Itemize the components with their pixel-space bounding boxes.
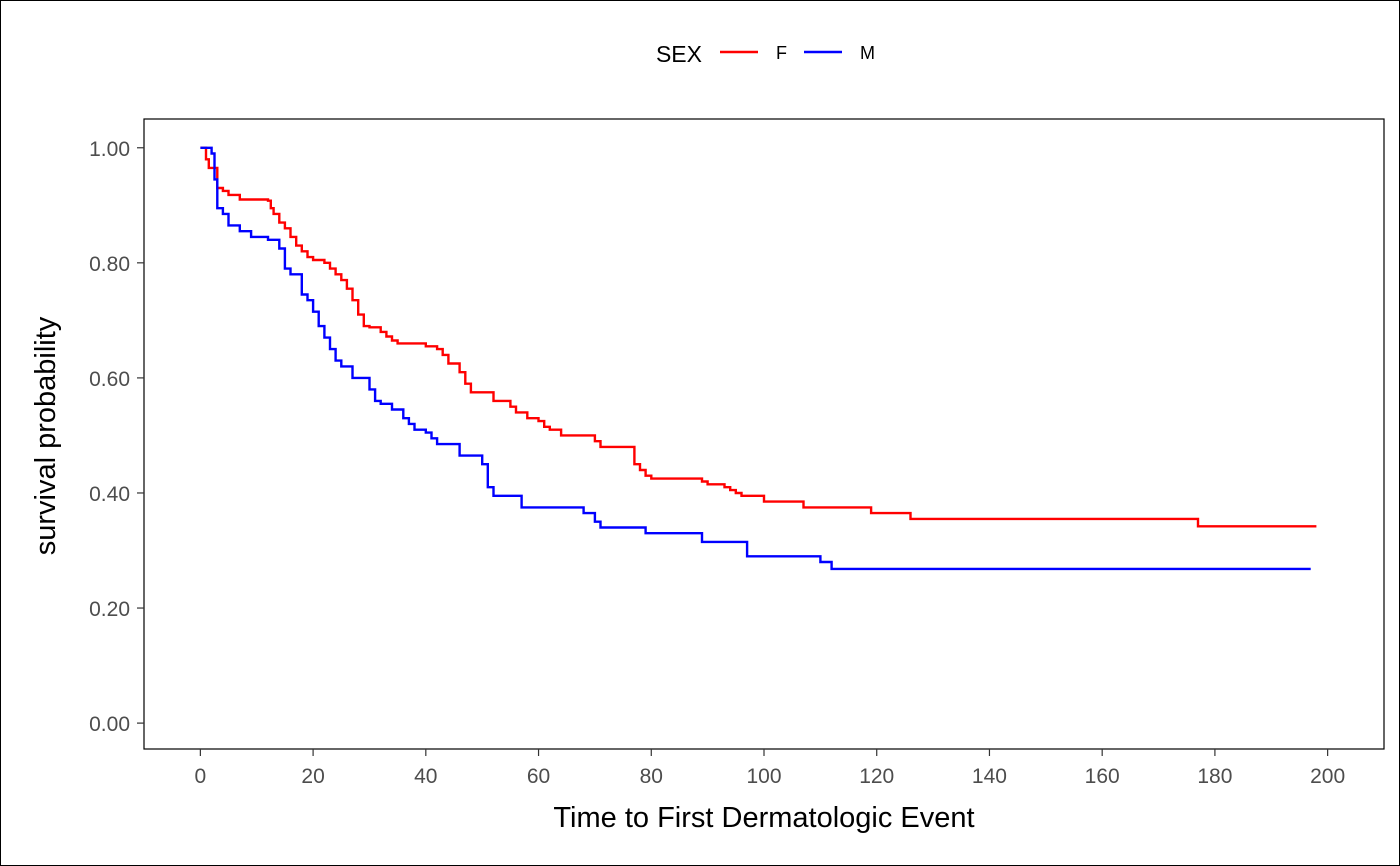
x-tick-label: 40 bbox=[414, 765, 437, 788]
legend-label: M bbox=[860, 43, 875, 63]
plot-panel bbox=[143, 118, 1385, 750]
x-axis: 0 20 40 60 80 100 120 140 160 180 200 bbox=[195, 749, 1345, 788]
y-axis: 0.00 0.20 0.40 0.60 0.80 1.00 bbox=[89, 138, 144, 736]
y-tick-label: 0.80 bbox=[89, 253, 130, 276]
legend: SEX F M bbox=[656, 41, 875, 67]
x-tick-label: 160 bbox=[1085, 765, 1120, 788]
y-tick-label: 1.00 bbox=[89, 138, 130, 161]
series-line-f bbox=[200, 146, 1317, 528]
x-tick-label: 80 bbox=[640, 765, 663, 788]
x-tick-label: 120 bbox=[859, 765, 894, 788]
y-tick-label: 0.60 bbox=[89, 368, 130, 391]
series-line-m bbox=[200, 146, 1311, 571]
x-tick-label: 0 bbox=[195, 765, 207, 788]
x-tick-label: 180 bbox=[1197, 765, 1232, 788]
y-axis-title: survival probability bbox=[30, 316, 62, 555]
x-tick-label: 140 bbox=[972, 765, 1007, 788]
x-tick-label: 100 bbox=[746, 765, 781, 788]
y-tick-label: 0.00 bbox=[89, 713, 130, 736]
y-tick-label: 0.40 bbox=[89, 483, 130, 506]
legend-title: SEX bbox=[656, 41, 702, 67]
x-tick-label: 60 bbox=[527, 765, 550, 788]
legend-item-f: F bbox=[720, 43, 787, 63]
y-tick-label: 0.20 bbox=[89, 598, 130, 621]
x-tick-label: 20 bbox=[301, 765, 324, 788]
legend-item-m: M bbox=[804, 43, 875, 63]
x-tick-label: 200 bbox=[1310, 765, 1345, 788]
legend-label: F bbox=[776, 43, 787, 63]
x-axis-title: Time to First Dermatologic Event bbox=[553, 802, 974, 834]
